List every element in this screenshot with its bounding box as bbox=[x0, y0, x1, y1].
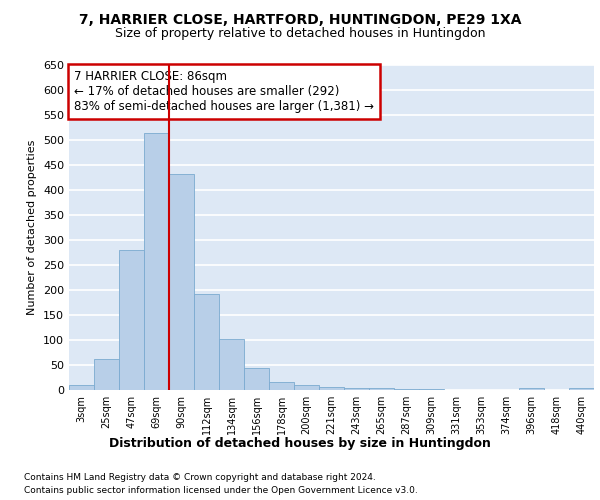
Bar bbox=[569, 388, 594, 390]
Bar bbox=[169, 174, 194, 390]
Text: Distribution of detached houses by size in Huntingdon: Distribution of detached houses by size … bbox=[109, 438, 491, 450]
Bar bbox=[369, 388, 394, 390]
Text: Size of property relative to detached houses in Huntingdon: Size of property relative to detached ho… bbox=[115, 28, 485, 40]
Bar bbox=[394, 388, 419, 390]
Bar bbox=[219, 339, 244, 390]
Y-axis label: Number of detached properties: Number of detached properties bbox=[28, 140, 37, 315]
Text: Contains HM Land Registry data © Crown copyright and database right 2024.: Contains HM Land Registry data © Crown c… bbox=[24, 472, 376, 482]
Bar bbox=[319, 386, 344, 390]
Bar bbox=[269, 382, 294, 390]
Bar bbox=[419, 388, 444, 390]
Bar bbox=[69, 385, 94, 390]
Bar bbox=[519, 388, 544, 390]
Bar bbox=[344, 388, 369, 390]
Bar bbox=[244, 368, 269, 390]
Text: 7 HARRIER CLOSE: 86sqm
← 17% of detached houses are smaller (292)
83% of semi-de: 7 HARRIER CLOSE: 86sqm ← 17% of detached… bbox=[74, 70, 374, 113]
Bar bbox=[194, 294, 219, 390]
Bar bbox=[294, 385, 319, 390]
Text: 7, HARRIER CLOSE, HARTFORD, HUNTINGDON, PE29 1XA: 7, HARRIER CLOSE, HARTFORD, HUNTINGDON, … bbox=[79, 12, 521, 26]
Bar bbox=[94, 358, 119, 390]
Text: Contains public sector information licensed under the Open Government Licence v3: Contains public sector information licen… bbox=[24, 486, 418, 495]
Bar bbox=[119, 250, 144, 390]
Bar bbox=[144, 132, 169, 390]
